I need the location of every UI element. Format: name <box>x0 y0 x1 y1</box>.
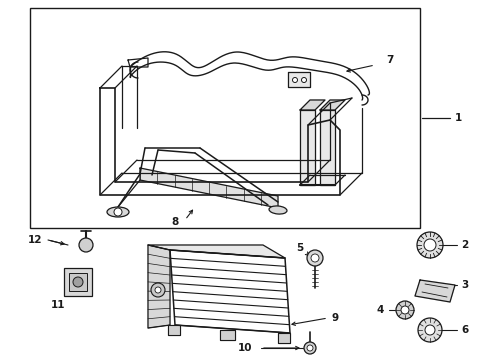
Polygon shape <box>415 280 455 302</box>
Circle shape <box>155 287 161 293</box>
Text: 12: 12 <box>28 235 42 245</box>
Bar <box>69 273 87 291</box>
Polygon shape <box>278 333 290 343</box>
Text: 11: 11 <box>51 300 65 310</box>
Ellipse shape <box>107 207 129 217</box>
Circle shape <box>401 306 409 314</box>
Polygon shape <box>140 168 278 208</box>
Polygon shape <box>148 245 170 328</box>
Text: 9: 9 <box>331 313 339 323</box>
Polygon shape <box>300 100 325 110</box>
Circle shape <box>307 345 313 351</box>
Text: 6: 6 <box>462 325 468 335</box>
Circle shape <box>425 325 435 335</box>
Circle shape <box>311 254 319 262</box>
Circle shape <box>418 318 442 342</box>
Circle shape <box>304 342 316 354</box>
Circle shape <box>73 277 83 287</box>
Polygon shape <box>148 245 285 258</box>
Text: 2: 2 <box>462 240 468 250</box>
Polygon shape <box>288 72 310 87</box>
Text: 10: 10 <box>238 343 252 353</box>
Polygon shape <box>300 110 315 185</box>
Text: 7: 7 <box>386 55 393 65</box>
Circle shape <box>114 208 122 216</box>
Polygon shape <box>220 330 235 340</box>
Circle shape <box>424 239 436 251</box>
Polygon shape <box>168 325 180 335</box>
Polygon shape <box>320 100 345 110</box>
Ellipse shape <box>301 77 307 82</box>
Ellipse shape <box>293 77 297 82</box>
Bar <box>64 268 92 296</box>
Circle shape <box>151 283 165 297</box>
Circle shape <box>396 301 414 319</box>
Text: 4: 4 <box>376 305 384 315</box>
Polygon shape <box>320 110 335 185</box>
Circle shape <box>307 250 323 266</box>
Text: 1: 1 <box>454 113 462 123</box>
Circle shape <box>417 232 443 258</box>
Circle shape <box>79 238 93 252</box>
Text: 3: 3 <box>462 280 468 290</box>
Polygon shape <box>128 58 148 67</box>
Ellipse shape <box>269 206 287 214</box>
Text: 5: 5 <box>296 243 304 253</box>
Text: 8: 8 <box>172 217 179 227</box>
Bar <box>30 8 420 228</box>
